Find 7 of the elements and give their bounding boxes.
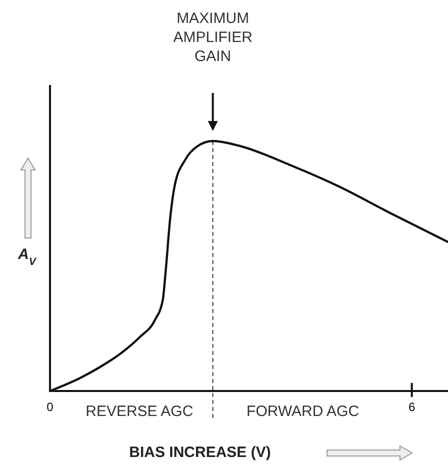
x-axis-title: BIAS INCREASE (V) bbox=[129, 444, 271, 461]
x-tick-label: 6 bbox=[408, 400, 416, 414]
y-axis-title: A$_{V}$ bbox=[17, 246, 37, 268]
text: MAXIMUM AMPLIFIER GAIN bbox=[173, 10, 253, 65]
text: REVERSE AGC bbox=[86, 403, 194, 420]
x-tick-label: 0 bbox=[46, 400, 54, 414]
text: FORWARD AGC bbox=[246, 403, 360, 420]
